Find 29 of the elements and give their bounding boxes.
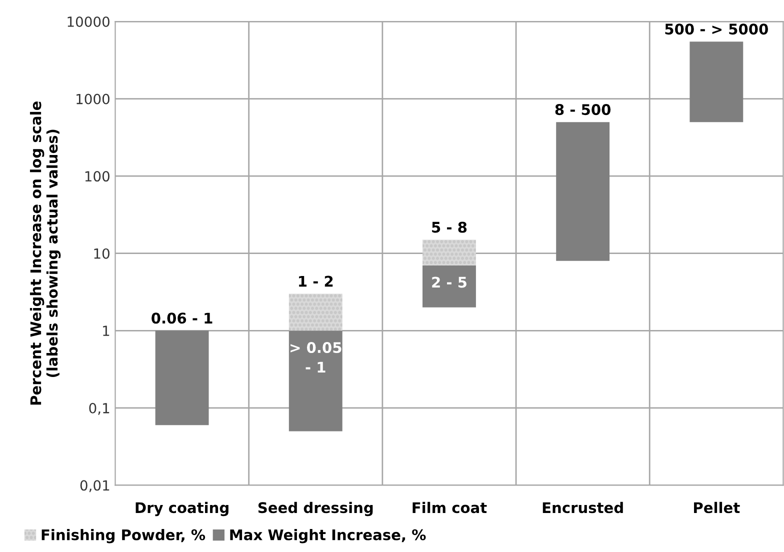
annotation: 5 - 8 <box>432 222 467 233</box>
y-tick-label: 0,01 <box>80 480 110 492</box>
bar <box>288 294 342 331</box>
legend-label: Finishing Powder, % <box>42 529 206 544</box>
y-tick-label: 1000 <box>76 94 110 104</box>
annotation: 500 - > 5000 <box>665 24 768 35</box>
bar <box>155 330 209 426</box>
x-tick-label: Film coat <box>412 502 487 514</box>
y-tick-label: 1 <box>103 326 110 336</box>
annotation: 0.06 - 1 <box>152 312 212 324</box>
y-axis-title: Percent Weight Increase on log scale (labels showing actual values) <box>30 102 61 405</box>
bar <box>556 122 610 261</box>
x-tick-label: Pellet <box>694 502 740 514</box>
legend-label: Max Weight Increase, % <box>230 529 426 544</box>
x-tick-label: Seed dressing <box>258 502 373 516</box>
bar <box>288 330 342 432</box>
bar <box>422 240 476 266</box>
bar <box>422 265 476 308</box>
y-tick-label: 100 <box>85 171 110 182</box>
x-tick-label: Encrusted <box>542 502 623 514</box>
y-tick-label: 0,1 <box>89 402 110 415</box>
x-tick-label: Dry coating <box>136 502 228 516</box>
bar <box>690 42 744 122</box>
annotation: 8 - 500 <box>555 104 611 116</box>
y-tick-label: 10000 <box>68 16 110 27</box>
annotation: 2 - 5 <box>432 276 466 288</box>
y-tick-label: 10 <box>94 248 110 259</box>
annotation: 1 - 2 <box>299 276 333 287</box>
annotation: > 0.05 - 1 <box>290 342 342 372</box>
